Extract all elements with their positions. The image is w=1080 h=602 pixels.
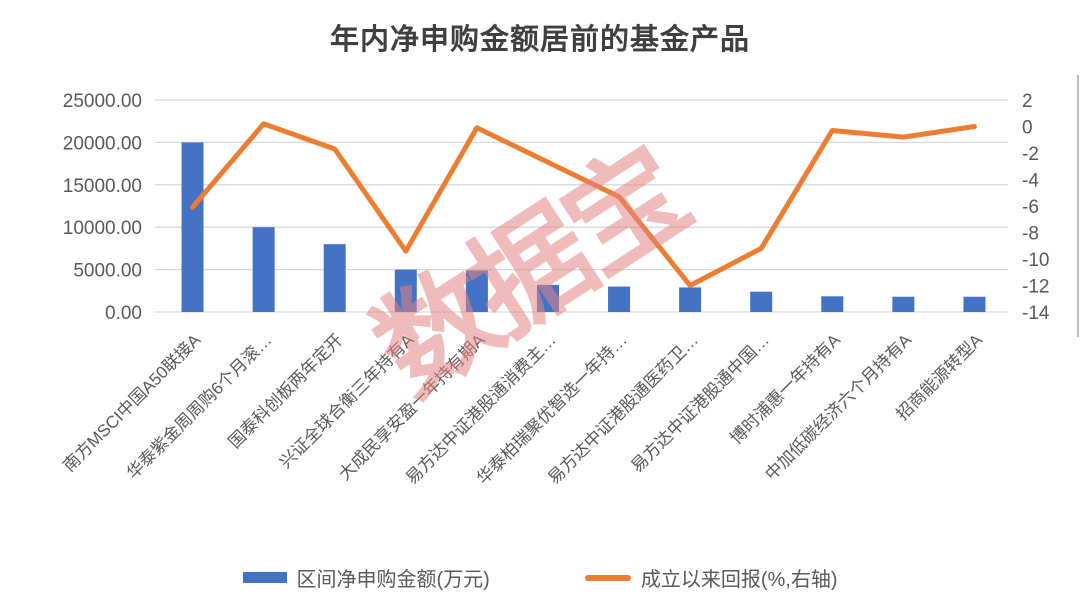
left-axis-tick-label: 15000.00 <box>63 176 142 197</box>
right-axis-tick-label: -12 <box>1022 277 1049 298</box>
x-axis-label: 大成民享安盈一年持有期A <box>335 330 489 484</box>
left-axis-tick-label: 10000.00 <box>63 218 142 239</box>
bar <box>892 296 915 312</box>
legend-item-line: 成立以来回报(%,右轴) <box>584 563 838 592</box>
bar-series-swatch-icon <box>242 572 287 583</box>
right-axis-tick-label: -8 <box>1022 224 1039 245</box>
right-axis-tick-label: -14 <box>1022 303 1050 324</box>
x-axis-label: 易方达中证港股通中国… <box>627 330 773 476</box>
legend-bar-label: 区间净申购金额(万元) <box>296 569 490 591</box>
x-axis-label: 南方MSCI中国A50联接A <box>59 330 204 475</box>
right-axis-tick-label: 0 <box>1022 118 1033 139</box>
bar <box>252 227 275 312</box>
bar <box>465 270 488 312</box>
right-axis-tick-label: 2 <box>1022 91 1033 112</box>
bar <box>536 284 559 312</box>
x-axis-label: 华泰紫金周周购6个月滚… <box>123 330 275 482</box>
bar <box>323 244 346 312</box>
right-axis-tick-label: -2 <box>1022 144 1039 165</box>
bar <box>394 269 417 312</box>
bar <box>181 142 204 312</box>
bar <box>608 286 631 312</box>
left-axis-tick-label: 0.00 <box>105 303 142 324</box>
left-axis-tick-label: 5000.00 <box>73 261 142 282</box>
legend-item-bar: 区间净申购金额(万元) <box>242 563 490 592</box>
bar <box>821 296 844 312</box>
right-axis-tick-label: -4 <box>1022 171 1039 192</box>
x-axis-label: 兴证全球合衡三年持有A <box>276 330 418 472</box>
left-axis-tick-label: 20000.00 <box>63 133 142 154</box>
x-axis-label: 易方达中证港股通消费主… <box>402 330 560 488</box>
bar <box>750 291 773 312</box>
x-axis-label: 华泰柏瑞聚优智选一年持… <box>473 330 631 488</box>
legend-line-label: 成立以来回报(%,右轴) <box>640 569 838 591</box>
line-series-swatch-icon <box>584 574 631 581</box>
chart-title: 年内净申购金额居前的基金产品 <box>329 24 750 56</box>
legend: 区间净申购金额(万元) 成立以来回报(%,右轴) <box>0 563 1080 592</box>
bar <box>963 296 986 312</box>
line-series <box>190 121 977 288</box>
right-axis-tick-label: -10 <box>1022 250 1049 271</box>
left-axis-tick-label: 25000.00 <box>63 91 142 112</box>
x-axis-label: 易方达中证港股通医药卫… <box>544 330 702 488</box>
bar <box>679 287 702 312</box>
right-axis-tick-label: -6 <box>1022 197 1039 218</box>
x-axis-label: 中加低碳经济六个月持有A <box>762 330 916 484</box>
